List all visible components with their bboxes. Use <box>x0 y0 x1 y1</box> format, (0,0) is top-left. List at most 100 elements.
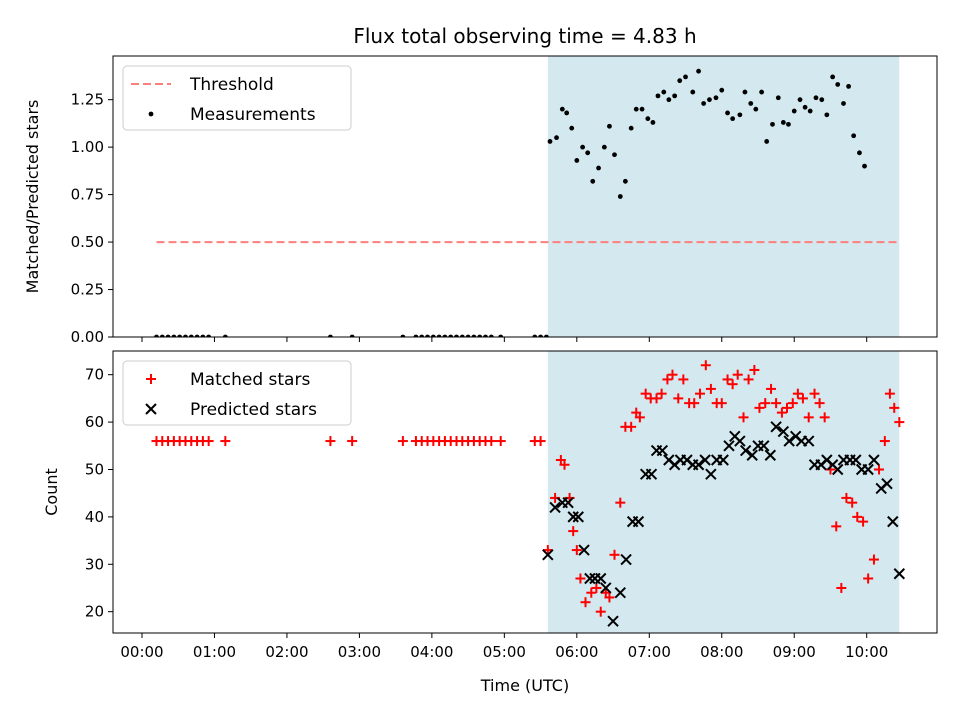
matched-star-point <box>580 597 591 608</box>
measurement-point <box>532 334 538 337</box>
y-tick-label: 0.25 <box>71 281 104 299</box>
predicted-star-point <box>862 463 874 476</box>
bottom-panel: 00:00 01:00 02:00 03:00 04:00 05:00 06:00 07:00… <box>42 350 938 661</box>
matched-star-point <box>787 398 798 409</box>
measurement-point <box>737 112 743 118</box>
measurement-point <box>419 334 425 337</box>
matched-star-point <box>716 398 727 409</box>
measurement-point <box>498 334 504 337</box>
predicted-star-point <box>717 454 729 466</box>
matched-star-point <box>495 436 506 447</box>
predicted-star-point <box>868 454 880 466</box>
measurement-point <box>885 0 890 2</box>
measurement-point <box>802 104 808 110</box>
measurement-point <box>890 0 895 2</box>
measurement-point <box>713 95 719 101</box>
predicted-star-point <box>656 444 669 457</box>
measurement-point <box>171 334 177 337</box>
measurement-point <box>559 106 565 112</box>
predicted-star-point <box>734 435 746 447</box>
matched-star-point <box>656 388 667 399</box>
measurement-point <box>200 334 206 337</box>
matched-star-point <box>535 436 546 447</box>
predicted-star-point <box>632 515 645 528</box>
matched-star-point <box>797 393 808 404</box>
measurement-point <box>177 334 183 337</box>
measurement-point <box>841 101 846 106</box>
legend: Matched stars Predicted stars <box>122 360 352 426</box>
matched-star-point <box>591 582 602 593</box>
matched-star-point <box>749 364 760 375</box>
matched-star-point <box>634 412 645 423</box>
matched-star-point <box>722 374 733 385</box>
measurement-point <box>448 334 454 337</box>
measurement-point <box>835 82 841 87</box>
measurement-point <box>770 121 775 127</box>
y-tick-label: 1.25 <box>71 91 104 109</box>
matched-star-point <box>852 511 863 522</box>
matched-star-point <box>705 383 716 394</box>
measurement-point <box>165 334 171 337</box>
x-tick-label: 10:00 <box>845 643 888 661</box>
y-axis-title: Matched/Predicted stars <box>23 100 42 294</box>
x-tick-label: 03:00 <box>338 643 381 661</box>
measurement-point <box>617 194 623 199</box>
series-measurements <box>154 0 895 337</box>
measurement-point <box>666 97 672 103</box>
predicted-star-point <box>567 511 579 523</box>
measurement-point <box>612 152 617 158</box>
matched-star-point <box>695 388 706 399</box>
predicted-star-point <box>607 615 619 627</box>
matched-star-point <box>781 402 792 413</box>
matched-star-point <box>738 412 749 423</box>
measurement-point <box>672 93 678 99</box>
y-tick-label: 20 <box>85 603 104 621</box>
matched-star-point <box>609 549 620 560</box>
x-tick-label: 09:00 <box>773 643 816 661</box>
measurement-point <box>425 334 430 337</box>
y-tick-label: 40 <box>85 508 104 526</box>
measurement-point <box>813 95 819 101</box>
predicted-star-point <box>542 549 554 561</box>
predicted-star-point <box>783 435 795 447</box>
measurement-point <box>683 74 688 80</box>
matched-star-point <box>743 374 754 385</box>
x-tick-label: 08:00 <box>700 643 743 661</box>
matched-star-point <box>568 526 579 537</box>
matched-star-point <box>651 393 662 404</box>
measurement-point <box>436 334 442 337</box>
y-tick-label: 0.00 <box>71 328 104 346</box>
measurement-point <box>601 144 607 150</box>
measurement-point <box>846 83 851 89</box>
measurement-point <box>596 165 601 171</box>
predicted-star-point <box>549 501 561 514</box>
predicted-star-point <box>699 454 711 466</box>
matched-star-point <box>559 459 570 470</box>
y-tick-label: 60 <box>85 413 104 431</box>
measurement-point <box>222 334 228 337</box>
observing-window-span <box>547 351 900 633</box>
matched-star-point <box>771 398 782 409</box>
matched-star-point <box>766 383 777 394</box>
x-tick-label: 00:00 <box>120 643 163 661</box>
measurement-point <box>206 334 212 337</box>
matched-star-point <box>678 374 689 385</box>
measurement-point <box>759 89 765 95</box>
predicted-star-point <box>887 515 899 528</box>
measurement-point <box>775 95 781 101</box>
x-tick-label: 07:00 <box>628 643 671 661</box>
matched-star-point <box>595 606 606 617</box>
matched-star-point <box>814 398 825 409</box>
measurement-point <box>633 106 639 112</box>
predicted-star-point <box>758 440 770 452</box>
measurement-point <box>622 178 628 184</box>
predicted-star-point <box>595 572 607 585</box>
measurement-point <box>655 93 661 99</box>
measurement-point <box>194 334 200 337</box>
matched-star-point <box>894 417 905 428</box>
y-tick-label: 70 <box>85 366 104 384</box>
matched-star-point <box>347 436 358 447</box>
x-tick-label: 01:00 <box>193 643 236 661</box>
matched-star-point <box>640 388 651 399</box>
